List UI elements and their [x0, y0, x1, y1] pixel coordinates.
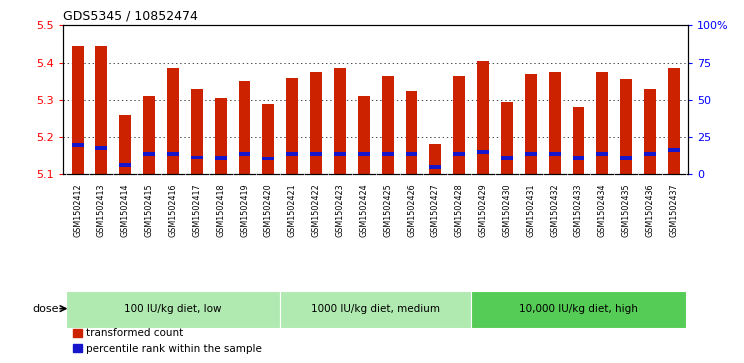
Text: GSM1502430: GSM1502430 — [502, 183, 511, 237]
Bar — [597, 72, 609, 174]
Bar — [286, 152, 298, 156]
Bar — [525, 74, 536, 174]
Bar — [119, 163, 131, 167]
Bar — [548, 72, 560, 174]
Bar — [215, 156, 227, 160]
Text: 10,000 IU/kg diet, high: 10,000 IU/kg diet, high — [519, 303, 638, 314]
Bar — [71, 143, 83, 147]
Bar — [191, 89, 203, 174]
Bar — [239, 81, 251, 174]
Text: dose: dose — [32, 305, 59, 314]
Bar — [310, 152, 322, 156]
Text: GSM1502433: GSM1502433 — [574, 183, 583, 237]
Bar — [358, 152, 370, 156]
Bar — [644, 89, 656, 174]
Text: GSM1502435: GSM1502435 — [622, 183, 631, 237]
Text: GSM1502419: GSM1502419 — [240, 183, 249, 237]
Bar — [286, 77, 298, 174]
Text: GSM1502431: GSM1502431 — [526, 183, 535, 237]
Bar — [477, 150, 489, 154]
Bar — [620, 156, 632, 160]
Text: GSM1502434: GSM1502434 — [598, 183, 607, 237]
Bar — [95, 146, 107, 150]
Text: GSM1502422: GSM1502422 — [312, 183, 321, 237]
Bar — [668, 68, 680, 174]
Bar — [597, 152, 609, 156]
Bar — [644, 152, 656, 156]
Bar — [167, 152, 179, 156]
Text: GSM1502414: GSM1502414 — [121, 183, 129, 237]
Bar — [382, 76, 394, 174]
Bar — [215, 98, 227, 174]
Bar — [334, 68, 346, 174]
FancyBboxPatch shape — [280, 291, 471, 328]
Bar — [620, 79, 632, 174]
FancyBboxPatch shape — [65, 291, 280, 328]
Text: GSM1502412: GSM1502412 — [73, 183, 82, 237]
Text: GSM1502413: GSM1502413 — [97, 183, 106, 237]
Bar — [143, 152, 155, 156]
FancyBboxPatch shape — [471, 291, 686, 328]
Text: GSM1502416: GSM1502416 — [168, 183, 178, 237]
Bar — [405, 90, 417, 174]
Text: GSM1502423: GSM1502423 — [336, 183, 344, 237]
Bar — [263, 103, 275, 174]
Bar — [525, 152, 536, 156]
Bar — [453, 152, 465, 156]
Text: 100 IU/kg diet, low: 100 IU/kg diet, low — [124, 303, 222, 314]
Text: GSM1502420: GSM1502420 — [264, 183, 273, 237]
Bar — [191, 156, 203, 159]
Text: GSM1502426: GSM1502426 — [407, 183, 416, 237]
Bar — [573, 156, 585, 160]
Text: GDS5345 / 10852474: GDS5345 / 10852474 — [63, 9, 198, 22]
Bar — [382, 152, 394, 156]
Text: GSM1502424: GSM1502424 — [359, 183, 368, 237]
Bar — [501, 156, 513, 160]
Bar — [501, 102, 513, 174]
Bar — [334, 152, 346, 156]
Text: 1000 IU/kg diet, medium: 1000 IU/kg diet, medium — [311, 303, 440, 314]
Text: GSM1502415: GSM1502415 — [144, 183, 153, 237]
Bar — [548, 152, 560, 156]
Bar — [167, 68, 179, 174]
Bar — [71, 46, 83, 174]
Text: GSM1502421: GSM1502421 — [288, 183, 297, 237]
Bar — [239, 152, 251, 156]
Text: GSM1502417: GSM1502417 — [192, 183, 202, 237]
Bar — [358, 96, 370, 174]
Legend: transformed count, percentile rank within the sample: transformed count, percentile rank withi… — [68, 324, 266, 358]
Bar — [573, 107, 585, 174]
Bar — [263, 157, 275, 160]
Text: GSM1502428: GSM1502428 — [455, 183, 464, 237]
Text: GSM1502429: GSM1502429 — [478, 183, 487, 237]
Bar — [477, 61, 489, 174]
Bar — [119, 115, 131, 174]
Bar — [143, 96, 155, 174]
Bar — [429, 165, 441, 169]
Text: GSM1502437: GSM1502437 — [670, 183, 679, 237]
Text: GSM1502418: GSM1502418 — [217, 183, 225, 237]
Text: GSM1502425: GSM1502425 — [383, 183, 392, 237]
Bar — [310, 72, 322, 174]
Bar — [668, 148, 680, 152]
Text: GSM1502427: GSM1502427 — [431, 183, 440, 237]
Text: GSM1502432: GSM1502432 — [550, 183, 559, 237]
Bar — [95, 46, 107, 174]
Bar — [429, 144, 441, 174]
Text: GSM1502436: GSM1502436 — [646, 183, 655, 237]
Bar — [453, 76, 465, 174]
Bar — [405, 152, 417, 156]
